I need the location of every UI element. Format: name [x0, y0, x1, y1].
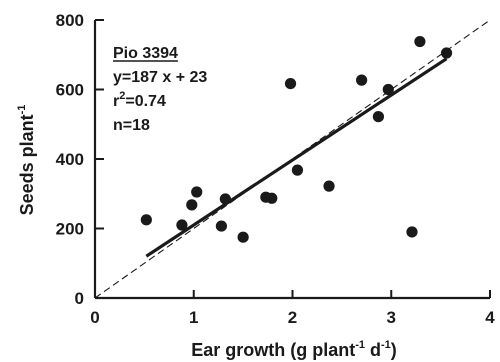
y-tick-label: 600	[56, 81, 84, 100]
cultivar-label: Pio 3394	[113, 45, 178, 62]
sample-size: n=18	[113, 117, 150, 134]
y-tick-label: 800	[56, 11, 84, 30]
data-point	[382, 83, 394, 96]
r-squared-superscript: 2	[119, 90, 125, 102]
data-point	[356, 74, 368, 86]
x-tick-label: 2	[288, 308, 297, 327]
data-point	[237, 231, 249, 243]
data-point	[406, 226, 418, 238]
y-tick-labels: 0 200 400 600 800	[56, 11, 84, 308]
r-squared-value: =0.74	[125, 93, 166, 110]
x-tick-labels: 0 1 2 3 4	[90, 308, 495, 327]
regression-line	[145, 57, 448, 258]
data-point	[191, 186, 203, 198]
data-point	[323, 180, 335, 192]
plot-area: 0 1 2 3 4 0 200 400 600 800	[56, 11, 496, 327]
data-point	[266, 192, 278, 204]
x-tick-label: 4	[485, 308, 495, 327]
data-point	[176, 219, 188, 231]
annotation-block: Pio 3394 y=187 x + 23 r2=0.74 n=18	[113, 45, 207, 134]
r-squared-prefix: r	[113, 93, 119, 110]
y-axis-title: Seeds plant-1	[16, 105, 37, 216]
y-axis-title-main: Seeds plant	[17, 114, 37, 215]
r-squared: r2=0.74	[113, 90, 166, 110]
data-point	[291, 164, 304, 176]
data-points	[140, 35, 453, 243]
data-point	[186, 199, 198, 211]
data-point	[440, 47, 453, 59]
x-axis-title: Ear growth (g plant-1 d-1)	[191, 339, 397, 360]
data-point	[140, 214, 152, 226]
one-to-one-reference-line	[94, 19, 491, 299]
x-axis-title-end: )	[391, 340, 397, 360]
regression-equation: y=187 x + 23	[113, 69, 207, 86]
x-tick-label: 0	[90, 308, 99, 327]
y-tick-label: 200	[56, 220, 84, 239]
data-point	[372, 111, 385, 123]
data-point	[215, 220, 227, 232]
data-point	[414, 35, 426, 48]
y-tick-label: 0	[75, 289, 84, 308]
x-axis-title-mid: d	[365, 340, 381, 360]
y-axis-title-sup: -1	[16, 105, 28, 115]
axis-ticks	[95, 19, 491, 298]
data-point	[284, 77, 297, 90]
data-point	[219, 193, 231, 205]
x-tick-label: 1	[189, 308, 198, 327]
y-tick-label: 400	[56, 150, 84, 169]
x-axis-title-sup2: -1	[381, 339, 391, 351]
x-axis-title-sup1: -1	[355, 339, 365, 351]
x-axis-title-main: Ear growth (g plant	[191, 340, 355, 360]
x-tick-label: 3	[387, 308, 396, 327]
